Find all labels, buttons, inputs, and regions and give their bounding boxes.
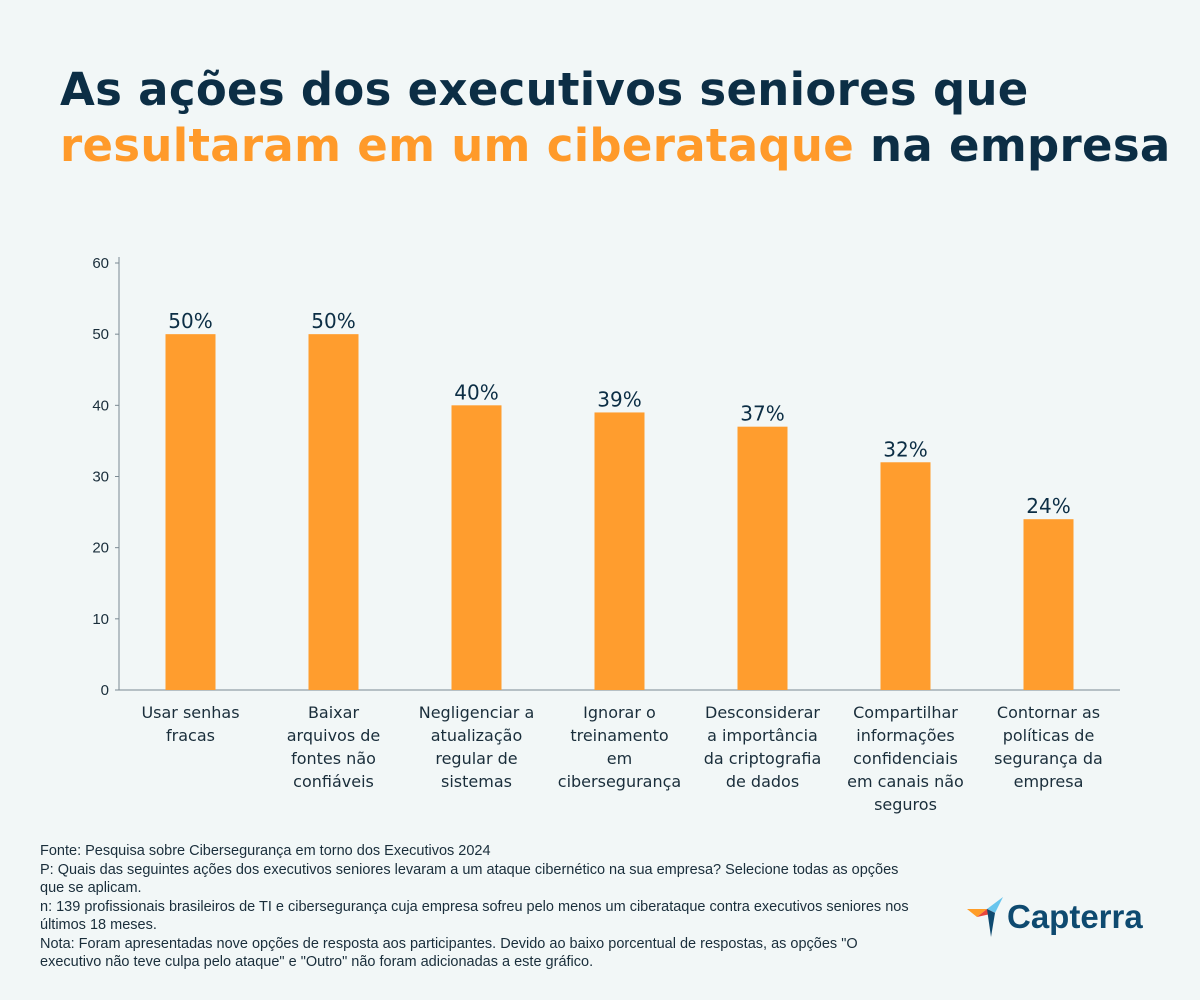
sample-note: n: 139 profissionais brasileiros de TI e… (40, 898, 909, 934)
bar (880, 462, 931, 690)
x-tick-label: em canais não (847, 772, 964, 791)
source-note: Fonte: Pesquisa sobre Cibersegurança em … (40, 843, 491, 859)
bar (1023, 519, 1074, 690)
x-tick-label: sistemas (441, 772, 512, 791)
x-tick-label: Ignorar o (583, 703, 656, 722)
y-tick-label: 20 (92, 540, 109, 557)
x-tick-label: atualização (431, 726, 523, 745)
y-tick-label: 30 (92, 469, 109, 486)
data-label: 39% (597, 387, 641, 411)
x-tick-label: políticas de (1003, 726, 1095, 745)
page-title: As ações dos executivos seniores que resu… (60, 62, 1171, 174)
bar (165, 334, 216, 690)
x-tick-label: confiáveis (293, 772, 374, 791)
x-tick-label: Usar senhas (141, 703, 239, 722)
bar (451, 405, 502, 690)
y-tick-label: 50 (92, 326, 109, 343)
x-tick-label: confidenciais (853, 749, 958, 768)
x-tick-label: segurança da (994, 749, 1103, 768)
x-tick-label: fracas (166, 726, 215, 745)
data-label: 50% (311, 309, 355, 333)
title-highlight: resultaram em um ciberataque (60, 119, 855, 172)
data-label: 40% (454, 380, 498, 404)
title-part1: As ações dos executivos seniores que (60, 63, 1029, 116)
x-tick-label: cibersegurança (558, 772, 681, 791)
capterra-arrow-icon (967, 897, 1003, 937)
capterra-wordmark: Capterra (1007, 898, 1143, 935)
y-tick-label: 0 (101, 682, 109, 699)
x-tick-label: Contornar as (997, 703, 1100, 722)
y-tick-label: 40 (92, 397, 109, 414)
data-label: 50% (168, 309, 212, 333)
data-label: 24% (1026, 494, 1070, 518)
data-label: 37% (740, 402, 784, 426)
x-tick-label: informações (856, 726, 954, 745)
title-part2: na empresa (870, 119, 1171, 172)
x-tick-label: treinamento (570, 726, 668, 745)
bar (308, 334, 359, 690)
x-tick-label: arquivos de (287, 726, 381, 745)
nota-note: Nota: Foram apresentadas nove opções de … (40, 935, 858, 971)
question-note: P: Quais das seguintes ações dos executi… (40, 861, 899, 897)
footnotes: Fonte: Pesquisa sobre Cibersegurança em … (40, 842, 920, 972)
x-tick-label: Negligenciar a (419, 703, 535, 722)
bar (594, 412, 645, 690)
x-tick-label: Compartilhar (853, 703, 958, 722)
x-tick-label: Baixar (308, 703, 360, 722)
x-tick-label: seguros (874, 795, 937, 814)
y-tick-label: 10 (92, 611, 109, 628)
x-tick-label: a importância (707, 726, 818, 745)
x-tick-label: da criptografia (704, 749, 822, 768)
x-tick-label: de dados (726, 772, 799, 791)
bar-chart: 0 10 20 30 40 50 60 50% Usar senhas fracas 50% Baix… (92, 255, 1120, 814)
x-tick-label: fontes não (291, 749, 376, 768)
capterra-logo: Capterra (965, 895, 1143, 939)
data-label: 32% (883, 437, 927, 461)
bar (737, 426, 788, 690)
x-tick-label: empresa (1014, 772, 1084, 791)
x-tick-label: regular de (435, 749, 517, 768)
x-tick-label: Desconsiderar (705, 703, 820, 722)
x-tick-label: em (607, 749, 632, 768)
y-tick-label: 60 (92, 255, 109, 272)
